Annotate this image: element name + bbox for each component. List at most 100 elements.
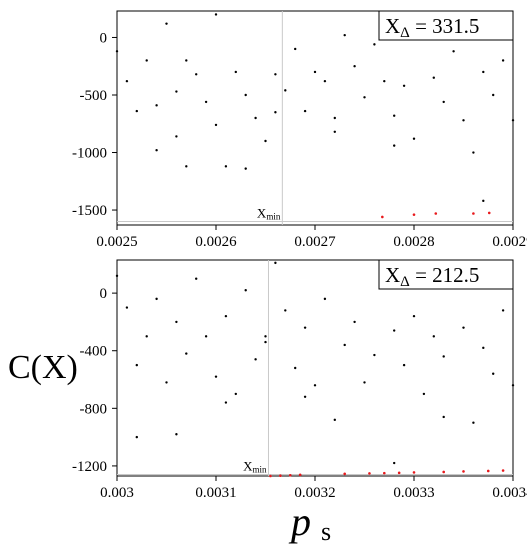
data-point bbox=[175, 433, 178, 436]
data-point bbox=[185, 352, 188, 355]
data-point bbox=[155, 104, 158, 107]
data-point bbox=[482, 70, 485, 74]
data-point-highlight bbox=[434, 212, 438, 215]
data-point bbox=[185, 59, 188, 62]
y-tick-label: -1000 bbox=[72, 146, 107, 162]
annotation-box bbox=[378, 10, 514, 41]
data-point-highlight bbox=[412, 471, 416, 474]
data-point bbox=[363, 381, 366, 384]
data-point bbox=[393, 114, 396, 117]
y-axis-label: C(X) bbox=[8, 349, 78, 386]
data-point bbox=[165, 381, 168, 384]
data-point bbox=[313, 384, 317, 387]
data-point bbox=[284, 89, 287, 92]
x-tick-label: 0.0027 bbox=[294, 234, 336, 250]
data-point bbox=[264, 340, 267, 344]
data-point bbox=[492, 93, 495, 97]
plot-frame bbox=[116, 259, 514, 477]
data-point bbox=[442, 100, 445, 104]
data-point bbox=[482, 346, 485, 350]
data-point bbox=[244, 289, 247, 292]
plot-frame bbox=[116, 10, 514, 226]
data-point bbox=[234, 70, 237, 74]
data-point bbox=[294, 47, 297, 51]
data-point-highlight bbox=[269, 474, 272, 478]
data-point bbox=[511, 384, 515, 387]
data-point bbox=[244, 167, 247, 170]
y-tick-label: -1200 bbox=[72, 459, 107, 475]
data-point bbox=[432, 335, 435, 338]
x-axis-label: p s bbox=[288, 499, 331, 546]
data-point bbox=[303, 395, 307, 398]
annotation-value: = 212.5 bbox=[410, 263, 480, 287]
data-point bbox=[135, 109, 138, 113]
annotation-label: X bbox=[385, 263, 400, 287]
data-point-highlight bbox=[462, 470, 465, 473]
data-point bbox=[234, 392, 237, 396]
annotation-sub: Δ bbox=[400, 25, 410, 41]
annotation-text: XΔ = 212.5 bbox=[385, 263, 479, 290]
data-point bbox=[214, 123, 218, 127]
data-point bbox=[393, 329, 396, 332]
x-tick-label: 0.0032 bbox=[294, 485, 335, 501]
data-point bbox=[254, 358, 257, 361]
x-tick-label: 0.0031 bbox=[195, 485, 236, 501]
data-point bbox=[204, 335, 208, 338]
xmin-label-main: X bbox=[243, 459, 253, 474]
data-point-highlight bbox=[383, 471, 386, 475]
xmin-label-sub: min bbox=[266, 212, 281, 222]
x-tick-label: 0.0033 bbox=[393, 485, 434, 501]
data-point bbox=[343, 343, 346, 347]
data-point bbox=[204, 100, 208, 104]
annotation-label: X bbox=[385, 14, 400, 38]
data-point bbox=[333, 130, 336, 134]
annotation-box bbox=[378, 259, 514, 290]
data-point bbox=[135, 435, 138, 439]
data-point-highlight bbox=[412, 213, 416, 216]
data-point bbox=[412, 314, 416, 318]
data-point bbox=[303, 109, 307, 113]
x-axis-label-sub: s bbox=[321, 517, 331, 546]
y-tick-label: -400 bbox=[80, 344, 108, 360]
data-point bbox=[501, 309, 505, 312]
data-point bbox=[185, 165, 188, 168]
y-tick-label: -800 bbox=[80, 401, 108, 417]
data-point bbox=[145, 59, 148, 62]
data-point bbox=[195, 73, 198, 76]
data-point bbox=[422, 392, 426, 396]
data-point bbox=[115, 274, 119, 278]
data-point bbox=[224, 314, 228, 318]
data-point bbox=[165, 22, 168, 25]
data-point-highlight bbox=[397, 471, 401, 475]
xmin-label-main: X bbox=[257, 206, 267, 221]
x-tick-label: 0.0034 bbox=[492, 485, 527, 501]
data-point-highlight bbox=[442, 470, 446, 474]
data-point bbox=[363, 96, 366, 99]
data-point bbox=[244, 93, 247, 97]
data-point bbox=[472, 421, 475, 424]
data-point bbox=[432, 76, 435, 79]
data-point bbox=[373, 43, 376, 46]
xmin-label: Xmin bbox=[257, 206, 281, 222]
annotation-value: = 331.5 bbox=[410, 14, 480, 38]
data-point-highlight bbox=[381, 215, 384, 219]
data-point-highlight bbox=[368, 472, 371, 475]
data-point-highlight bbox=[343, 472, 347, 476]
data-point bbox=[274, 73, 277, 76]
xmin-label: Xmin bbox=[243, 459, 267, 475]
y-tick-label: -1500 bbox=[72, 203, 107, 219]
data-point bbox=[224, 165, 228, 168]
data-point bbox=[373, 353, 376, 357]
data-point bbox=[323, 79, 327, 83]
data-point bbox=[125, 306, 129, 309]
data-point bbox=[284, 309, 287, 312]
data-point bbox=[383, 79, 386, 83]
data-point bbox=[452, 50, 455, 53]
annotation-sub: Δ bbox=[400, 274, 410, 290]
xmin-label-sub: min bbox=[252, 465, 267, 475]
data-point bbox=[214, 375, 218, 378]
y-tick-label: -500 bbox=[80, 88, 108, 104]
data-point bbox=[462, 119, 465, 122]
data-point bbox=[323, 297, 327, 301]
